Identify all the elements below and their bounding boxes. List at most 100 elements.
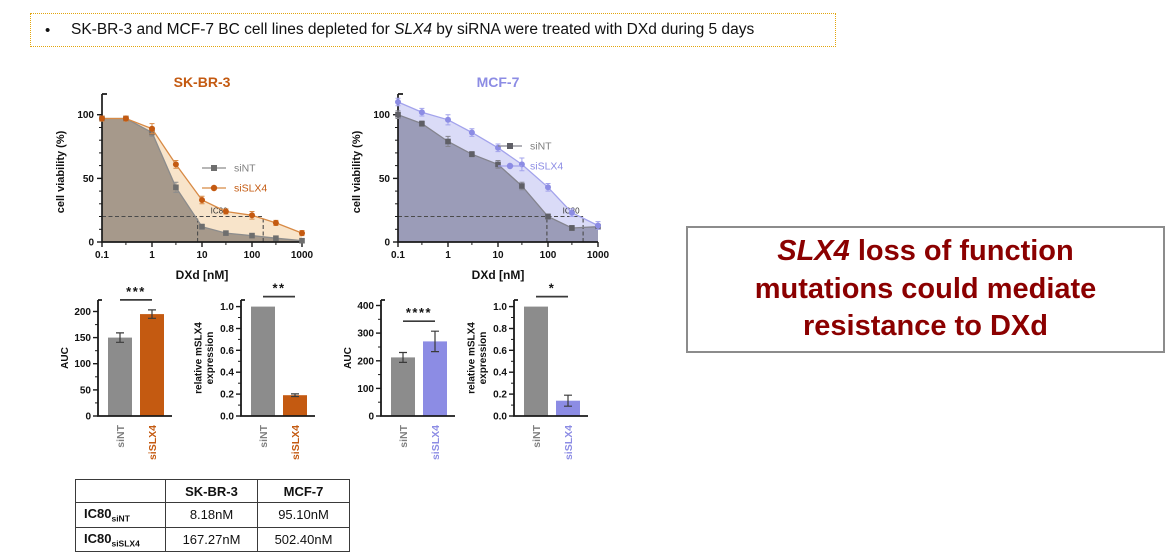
svg-text:100: 100 — [74, 359, 91, 370]
conclusion-line3: resistance to DXd — [803, 310, 1048, 343]
svg-text:siNT: siNT — [530, 141, 552, 153]
svg-text:200: 200 — [74, 307, 91, 318]
svg-text:0.1: 0.1 — [95, 250, 109, 261]
svg-text:siNT: siNT — [531, 424, 543, 447]
svg-text:0.6: 0.6 — [493, 346, 507, 357]
bullet-text-pre: SK-BR-3 and MCF-7 BC cell lines depleted… — [71, 21, 395, 38]
bullet-text-gene: SLX4 — [394, 21, 432, 38]
ic80-sislx4-mcf7-value: 502.40nM — [257, 526, 350, 553]
svg-text:SK-BR-3: SK-BR-3 — [174, 74, 231, 90]
svg-text:MCF-7: MCF-7 — [477, 74, 520, 90]
bullet-box: • SK-BR-3 and MCF-7 BC cell lines deplet… — [30, 13, 836, 47]
svg-text:0: 0 — [88, 238, 94, 249]
skbr3-auc-bar-chart: 0 50 100 150 200 AUC *** siNT siSLX4 — [50, 274, 202, 475]
svg-text:100: 100 — [77, 110, 94, 121]
svg-text:400: 400 — [357, 301, 374, 312]
skbr3-expression-bar-chart: 0.0 0.2 0.4 0.6 0.8 1.0 relative mSLX4expressi… — [193, 274, 345, 475]
svg-text:**: ** — [272, 281, 285, 296]
conclusion-line1: SLX4 loss of function — [755, 233, 1097, 271]
svg-text:siNT: siNT — [398, 424, 410, 447]
svg-text:siNT: siNT — [115, 424, 127, 447]
svg-text:0.2: 0.2 — [493, 390, 507, 401]
ic80-sislx4-label-base: IC80 — [84, 530, 112, 546]
conclusion-box: SLX4 loss of function mutations could me… — [686, 226, 1165, 353]
svg-text:0.4: 0.4 — [220, 368, 234, 379]
svg-text:1000: 1000 — [291, 250, 314, 261]
svg-text:0.0: 0.0 — [493, 412, 507, 423]
svg-text:DXd [nM]: DXd [nM] — [176, 268, 229, 282]
svg-text:200: 200 — [357, 356, 374, 367]
svg-text:100: 100 — [373, 110, 390, 121]
mcf7-auc-bar-chart: 0 100 200 300 400 AUC **** siNT siSLX4 — [333, 274, 485, 475]
conclusion-text: SLX4 loss of function mutations could me… — [755, 233, 1097, 346]
ic80-table-header-skbr3: SK-BR-3 — [165, 479, 258, 503]
svg-text:AUC: AUC — [343, 347, 354, 369]
svg-text:IC80: IC80 — [211, 207, 228, 216]
ic80-table-header-empty — [75, 479, 166, 503]
svg-text:1: 1 — [445, 250, 451, 261]
svg-text:50: 50 — [379, 174, 391, 185]
bullet-text-post: by siRNA were treated with DXd during 5 … — [431, 21, 755, 38]
ic80-table-header-row: SK-BR-3 MCF-7 — [75, 479, 350, 503]
conclusion-line2: mutations could mediate — [754, 272, 1097, 305]
svg-text:1.0: 1.0 — [493, 302, 507, 313]
svg-text:siSLX4: siSLX4 — [147, 425, 159, 460]
svg-text:50: 50 — [80, 385, 92, 396]
svg-text:0.1: 0.1 — [391, 250, 405, 261]
ic80-table: SK-BR-3 MCF-7 IC80siNT 8.18nM 95.10nM IC… — [75, 479, 350, 553]
svg-text:***: *** — [126, 284, 146, 299]
svg-text:siSLX4: siSLX4 — [234, 183, 267, 195]
svg-text:0: 0 — [85, 412, 91, 423]
conclusion-line1-rest: loss of function — [849, 234, 1074, 267]
svg-text:100: 100 — [540, 250, 557, 261]
svg-text:0.4: 0.4 — [493, 368, 507, 379]
svg-text:0.2: 0.2 — [220, 390, 234, 401]
svg-text:siNT: siNT — [234, 163, 256, 175]
svg-text:siSLX4: siSLX4 — [430, 425, 442, 460]
svg-text:0.6: 0.6 — [220, 346, 234, 357]
svg-text:300: 300 — [357, 329, 374, 340]
svg-text:10: 10 — [196, 250, 208, 261]
bullet-text: SK-BR-3 and MCF-7 BC cell lines depleted… — [71, 21, 754, 39]
svg-text:0.8: 0.8 — [220, 324, 234, 335]
svg-text:0: 0 — [384, 238, 390, 249]
svg-text:AUC: AUC — [60, 347, 71, 369]
conclusion-gene: SLX4 — [777, 234, 850, 267]
ic80-sint-mcf7-value: 95.10nM — [257, 502, 350, 528]
ic80-sint-skbr3-value: 8.18nM — [165, 502, 258, 528]
svg-text:relative mSLX4expression: relative mSLX4expression — [194, 322, 217, 394]
svg-text:relative mSLX4expression: relative mSLX4expression — [467, 322, 490, 394]
svg-text:****: **** — [406, 305, 432, 320]
ic80-sint-label: IC80siNT — [75, 502, 166, 528]
ic80-sislx4-skbr3-value: 167.27nM — [165, 526, 258, 553]
svg-text:siSLX4: siSLX4 — [530, 161, 563, 173]
svg-text:0: 0 — [368, 412, 374, 423]
svg-text:10: 10 — [492, 250, 504, 261]
bullet-marker: • — [45, 21, 51, 39]
svg-text:siSLX4: siSLX4 — [563, 425, 575, 460]
svg-text:1000: 1000 — [587, 250, 610, 261]
ic80-sint-label-sub: siNT — [111, 513, 130, 524]
ic80-table-row-sislx4: IC80siSLX4 167.27nM 502.40nM — [75, 526, 350, 553]
svg-text:1: 1 — [149, 250, 155, 261]
ic80-sint-label-base: IC80 — [84, 506, 112, 521]
mcf7-expression-bar-chart: 0.0 0.2 0.4 0.6 0.8 1.0 relative mSLX4expressi… — [466, 274, 618, 475]
svg-text:*: * — [549, 281, 556, 296]
svg-text:100: 100 — [244, 250, 261, 261]
svg-text:0.0: 0.0 — [220, 412, 234, 423]
svg-text:cell viability (%): cell viability (%) — [351, 130, 363, 213]
svg-text:100: 100 — [357, 384, 374, 395]
svg-text:1.0: 1.0 — [220, 302, 234, 313]
svg-text:150: 150 — [74, 333, 91, 344]
ic80-table-header-mcf7: MCF-7 — [257, 479, 350, 503]
svg-text:0.8: 0.8 — [493, 324, 507, 335]
svg-text:siNT: siNT — [258, 424, 270, 447]
svg-text:50: 50 — [83, 174, 95, 185]
ic80-sislx4-label-sub: siSLX4 — [111, 538, 140, 549]
ic80-sislx4-label: IC80siSLX4 — [75, 526, 166, 553]
svg-text:cell viability (%): cell viability (%) — [55, 130, 67, 213]
svg-text:DXd [nM]: DXd [nM] — [472, 268, 525, 282]
ic80-table-row-sint: IC80siNT 8.18nM 95.10nM — [75, 502, 350, 528]
